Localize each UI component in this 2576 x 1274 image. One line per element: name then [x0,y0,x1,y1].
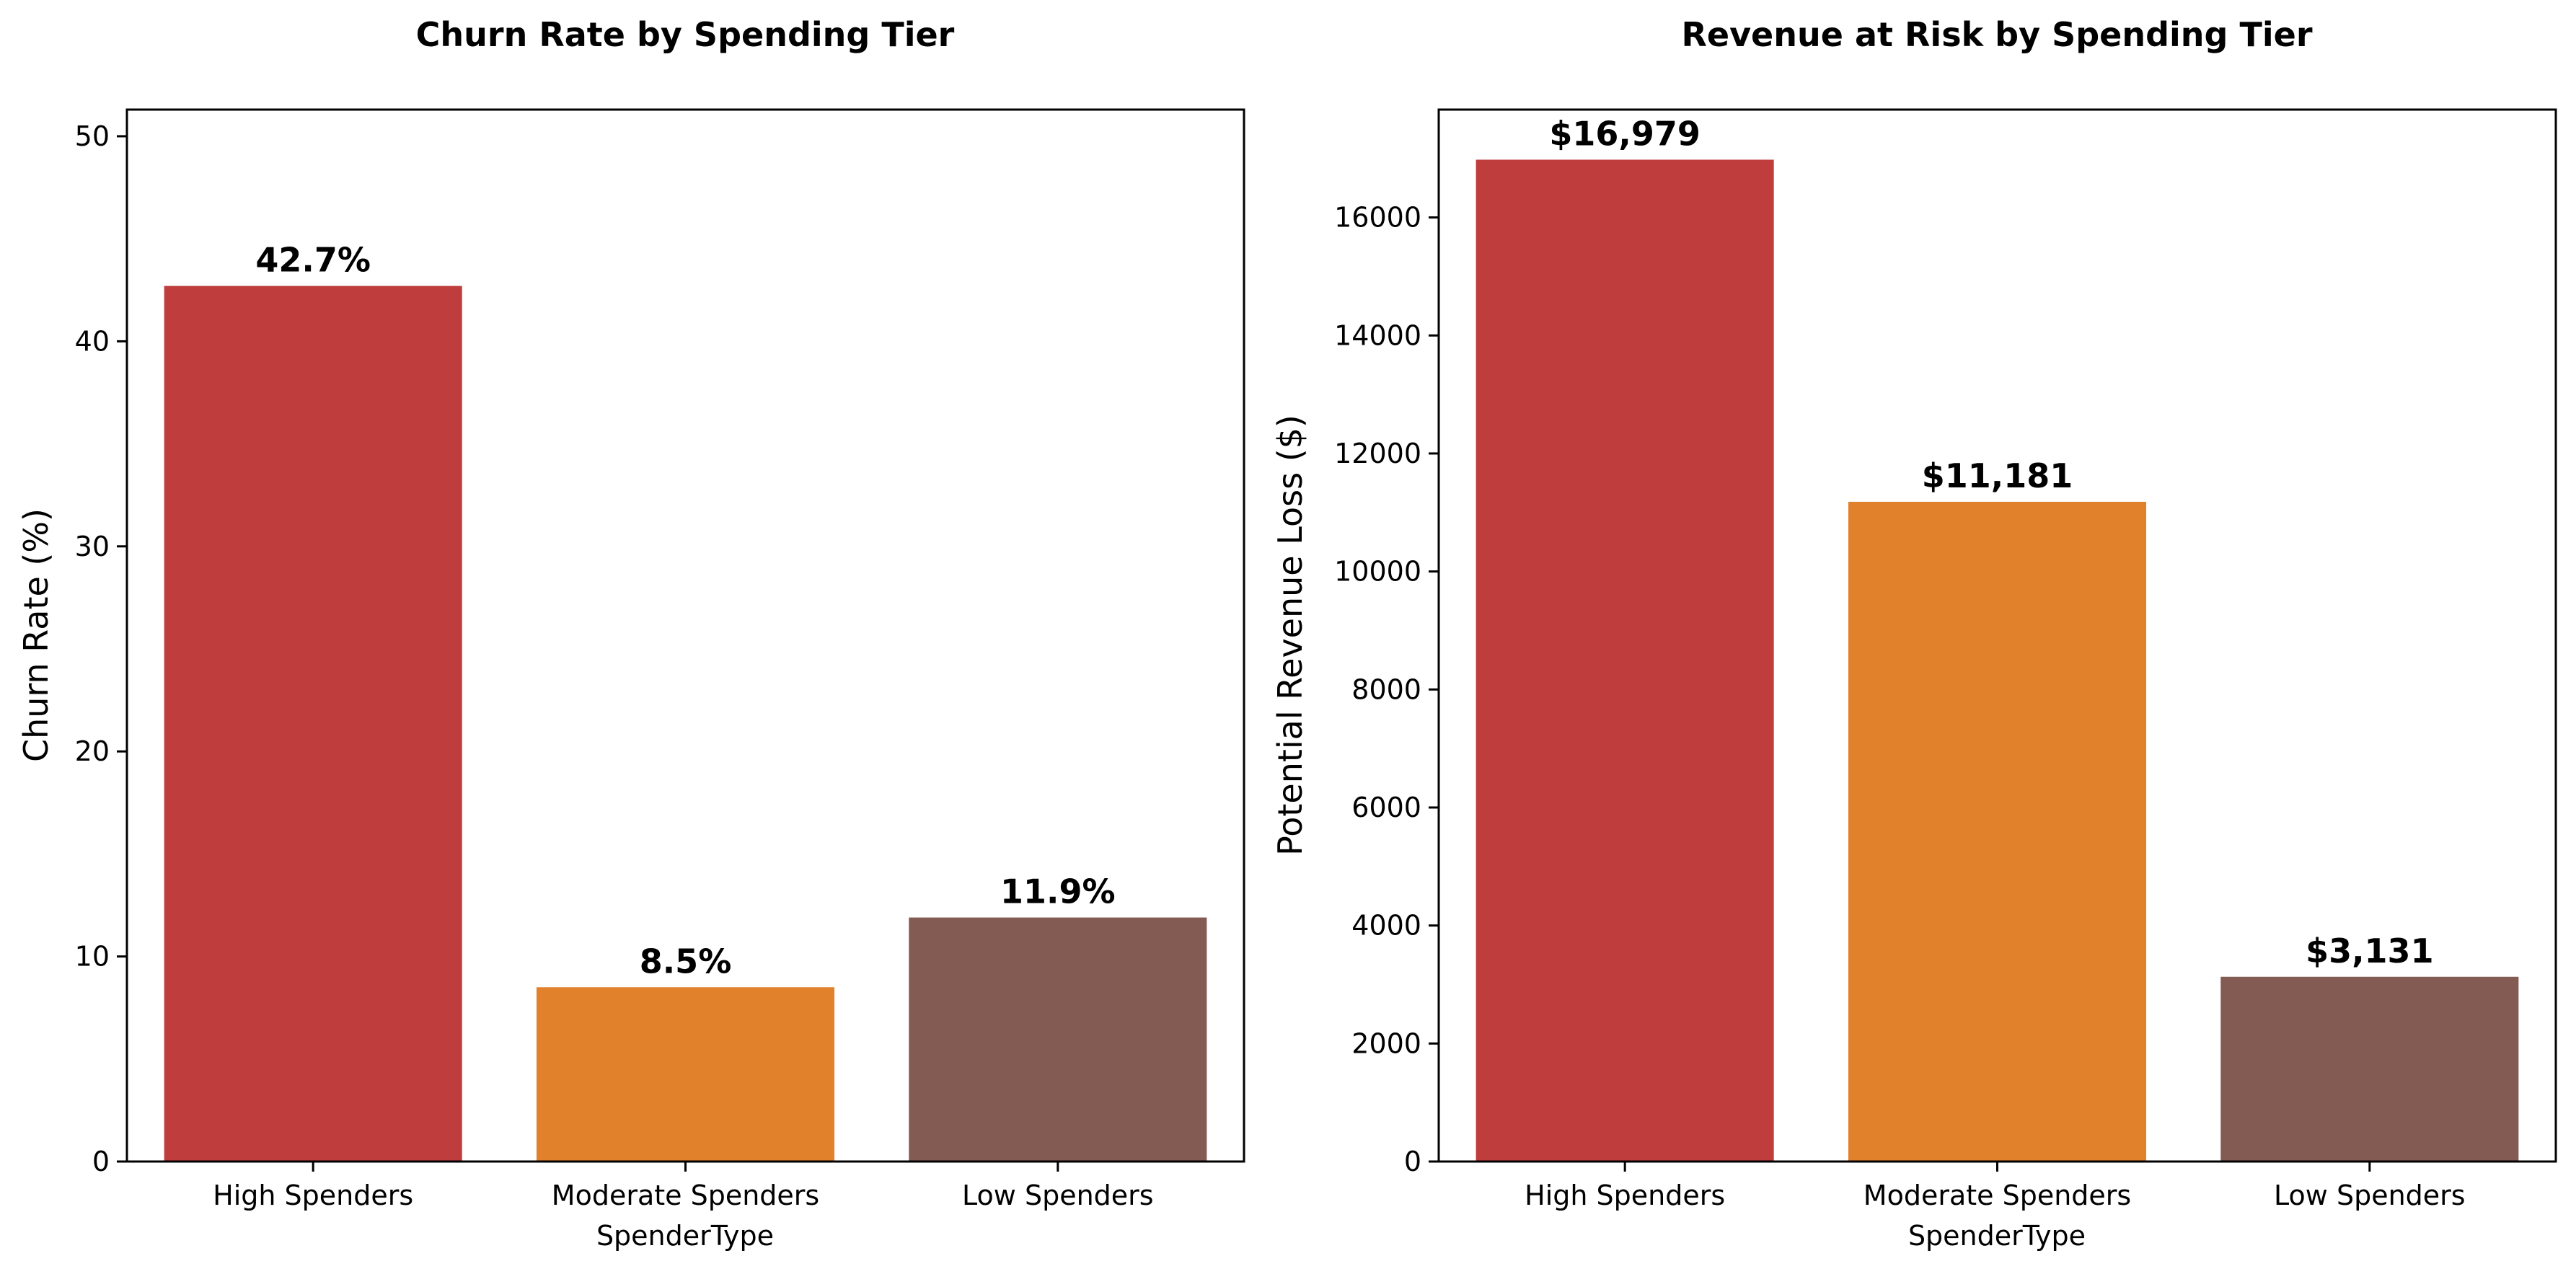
x-axis-label: SpenderType [1908,1220,2086,1252]
data-label: 11.9% [1000,872,1116,911]
y-tick-label: 30 [75,531,110,562]
y-tick-label: 20 [75,735,110,767]
bar-high-spenders [164,286,462,1162]
y-tick-label: 50 [75,120,110,152]
chart-title: Revenue at Risk by Spending Tier [1681,15,2312,54]
y-tick-label: 0 [1404,1146,1421,1177]
x-axis: High Spenders Moderate Spenders Low Spende… [1525,1162,2466,1211]
bar-low-spenders [909,917,1207,1162]
x-tick-label: Moderate Spenders [552,1180,819,1211]
y-tick-label: 16000 [1334,202,1421,234]
x-axis: High Spenders Moderate Spenders Low Spende… [213,1162,1154,1211]
y-tick-label: 12000 [1334,438,1421,469]
plot-frame [1437,108,2557,1163]
chart-title: Churn Rate by Spending Tier [416,15,955,54]
y-axis-label: Potential Revenue Loss ($) [1271,415,1310,856]
y-tick-label: 8000 [1351,673,1421,705]
y-tick-label: 10 [75,941,110,973]
data-labels: 42.7% 8.5% 11.9% [255,241,1115,981]
bars [164,286,1207,1162]
x-tick-label: High Spenders [213,1180,413,1211]
y-axis: 0 2000 4000 6000 8000 10000 12000 14000 16000 [1334,202,1439,1177]
revenue-at-risk-chart: Revenue at Risk by Spending Tier $16,979… [1271,15,2557,1252]
data-label: $16,979 [1549,114,1701,153]
y-axis: 0 10 20 30 40 50 [75,120,127,1177]
y-tick-label: 14000 [1334,319,1421,351]
data-labels: $16,979 $11,181 $3,131 [1549,114,2433,970]
x-tick-label: Low Spenders [962,1180,1154,1211]
y-tick-label: 6000 [1351,792,1421,823]
x-tick-label: High Spenders [1525,1180,1725,1211]
y-axis-label: Churn Rate (%) [17,508,56,762]
y-tick-label: 0 [92,1146,110,1177]
bar-moderate-spenders [1848,501,2147,1162]
bar-moderate-spenders [536,987,835,1162]
data-label: 42.7% [255,241,371,280]
y-tick-label: 40 [75,325,110,357]
y-tick-label: 10000 [1334,556,1421,588]
plot-frame [125,108,1245,1163]
x-tick-label: Low Spenders [2274,1180,2466,1211]
bars [1476,159,2519,1162]
x-tick-label: Moderate Spenders [1863,1180,2131,1211]
x-axis-label: SpenderType [596,1220,774,1252]
bar-low-spenders [2220,976,2519,1162]
bar-high-spenders [1476,159,1774,1162]
churn-rate-chart: Churn Rate by Spending Tier 42.7% 8.5% 11.… [17,15,1245,1252]
data-label: $3,131 [2306,932,2434,970]
y-tick-label: 2000 [1351,1027,1421,1059]
y-tick-label: 4000 [1351,910,1421,942]
data-label: $11,181 [1922,456,2073,495]
data-label: 8.5% [640,942,732,981]
